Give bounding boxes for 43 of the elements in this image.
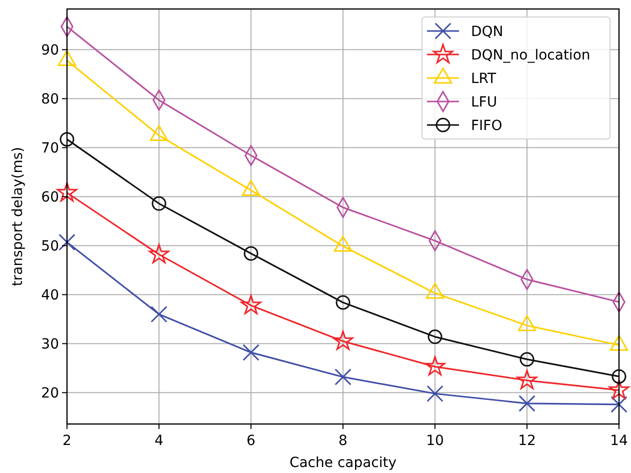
y-tick-label: 40 — [41, 288, 59, 304]
x-tick-label: 4 — [154, 433, 164, 449]
point — [612, 369, 626, 384]
point — [520, 352, 534, 367]
x-tick-label: 12 — [518, 433, 536, 449]
point — [518, 395, 536, 412]
point — [244, 246, 258, 261]
y-axis-title: transport delay(ms) — [10, 146, 26, 286]
point — [150, 306, 168, 323]
point — [148, 244, 170, 264]
point — [60, 132, 74, 147]
x-tick-label: 8 — [338, 433, 348, 449]
y-tick-label: 20 — [41, 386, 59, 402]
legend-label: LFU — [471, 94, 498, 110]
point — [516, 370, 538, 390]
legend-label: FIFO — [471, 118, 502, 134]
point — [424, 356, 446, 376]
y-tick-label: 30 — [41, 336, 59, 353]
y-tick-label: 80 — [41, 92, 59, 108]
point — [242, 344, 260, 361]
point — [428, 330, 442, 344]
point — [152, 196, 166, 211]
y-tick-label: 70 — [41, 140, 59, 157]
x-tick-label: 2 — [62, 433, 72, 449]
point — [336, 295, 350, 310]
legend-label: DQN_no_location — [471, 48, 590, 64]
point — [56, 182, 78, 202]
x-tick-label: 6 — [246, 433, 256, 449]
point — [426, 385, 444, 402]
y-tick-label: 60 — [41, 190, 59, 206]
y-tick-label: 90 — [41, 42, 59, 59]
point — [332, 330, 354, 350]
x-tick-label: 10 — [426, 433, 444, 449]
point — [610, 396, 628, 413]
x-axis-title: Cache capacity — [289, 455, 397, 471]
point — [608, 380, 630, 399]
y-tick-label: 50 — [41, 238, 59, 255]
point — [58, 234, 76, 251]
point — [334, 368, 352, 386]
legend-label: LRT — [471, 71, 497, 87]
legend-label: DQN — [471, 24, 504, 40]
point — [240, 294, 262, 314]
x-tick-label: 14 — [610, 433, 628, 449]
